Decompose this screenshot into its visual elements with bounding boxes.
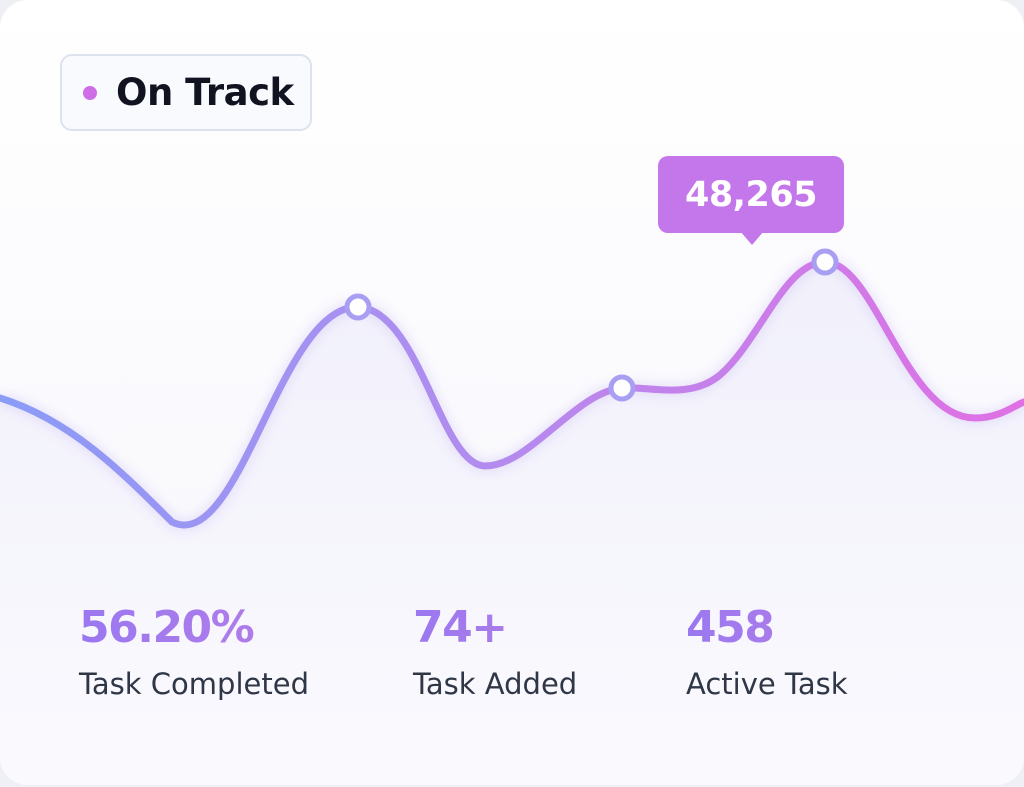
stat-task-added: 74+ Task Added [413,600,577,704]
trend-line [0,258,1024,529]
stat-label: Task Added [413,667,578,701]
data-point-marker[interactable] [344,293,372,321]
stat-value: 74+ [413,600,577,656]
stat-label: Task Completed [79,667,309,701]
data-point-marker-active[interactable] [811,248,839,276]
status-label: On Track [116,71,294,114]
stat-value: 458 [686,600,848,656]
stat-task-completed: 56.20% Task Completed [79,600,309,704]
status-badge: On Track [60,54,312,131]
status-dot [83,85,97,100]
value-tooltip: 48,265 [658,156,844,233]
trend-area [0,262,1024,785]
stat-value: 56.20% [79,600,309,656]
stat-active-task: 458 Active Task [686,600,848,704]
tooltip-pointer [740,231,764,245]
tooltip-value: 48,265 [684,174,818,215]
data-point-marker[interactable] [608,374,636,402]
stat-label: Active Task [686,667,848,701]
